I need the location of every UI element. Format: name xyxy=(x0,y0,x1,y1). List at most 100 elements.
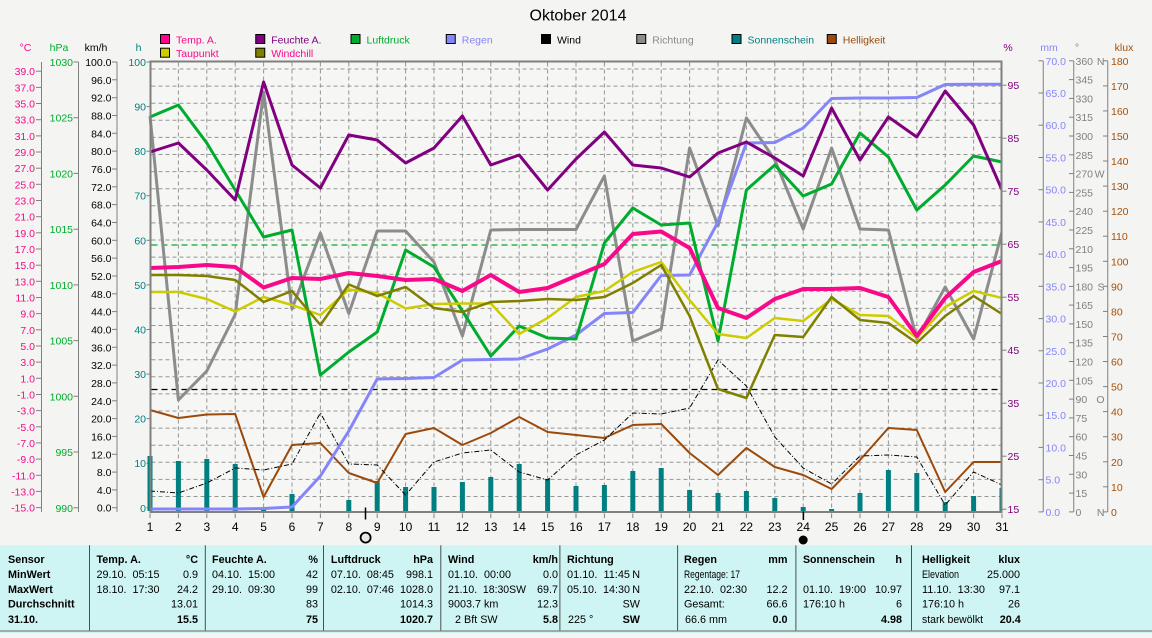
svg-text:22: 22 xyxy=(740,520,754,534)
svg-text:29.10. 09:30: 29.10. 09:30 xyxy=(212,584,275,596)
svg-text:37.0: 37.0 xyxy=(15,82,36,94)
svg-text:2: 2 xyxy=(175,520,182,534)
svg-text:75: 75 xyxy=(1008,186,1020,198)
svg-text:90: 90 xyxy=(1111,281,1123,293)
svg-text:140: 140 xyxy=(1111,156,1129,168)
svg-text:55.0: 55.0 xyxy=(1046,153,1067,165)
svg-text:0.0: 0.0 xyxy=(97,503,112,515)
svg-text:25.0: 25.0 xyxy=(1046,346,1067,358)
svg-text:3.0: 3.0 xyxy=(20,357,35,369)
svg-text:mm: mm xyxy=(768,554,787,566)
svg-text:50: 50 xyxy=(1111,382,1123,394)
svg-text:40: 40 xyxy=(1111,407,1123,419)
svg-text:-13.0: -13.0 xyxy=(11,486,35,498)
svg-text:1000: 1000 xyxy=(50,391,74,403)
svg-text:km/h: km/h xyxy=(533,554,558,566)
svg-text:N: N xyxy=(1097,507,1105,519)
svg-text:Luftdruck: Luftdruck xyxy=(331,554,382,566)
svg-text:176:10 h: 176:10 h xyxy=(803,599,845,611)
svg-text:31.10.: 31.10. xyxy=(8,614,38,626)
svg-text:-9.0: -9.0 xyxy=(17,454,35,466)
svg-text:Windchill: Windchill xyxy=(271,48,313,60)
svg-text:4.0: 4.0 xyxy=(97,485,112,497)
svg-text:SW: SW xyxy=(623,599,641,611)
svg-text:N: N xyxy=(632,584,640,596)
svg-text:90: 90 xyxy=(134,102,146,114)
svg-text:15.0: 15.0 xyxy=(1046,410,1067,422)
svg-text:Sonnenschein: Sonnenschein xyxy=(748,35,815,47)
svg-text:25: 25 xyxy=(825,520,839,534)
svg-text:28: 28 xyxy=(910,520,924,534)
svg-text:1.0: 1.0 xyxy=(20,373,35,385)
svg-text:%: % xyxy=(1003,42,1012,54)
svg-text:32.0: 32.0 xyxy=(91,360,112,372)
svg-text:Elevation: Elevation xyxy=(922,569,959,581)
svg-text:9.0: 9.0 xyxy=(20,309,35,321)
svg-text:Regen: Regen xyxy=(462,35,493,47)
svg-text:1005: 1005 xyxy=(50,336,74,348)
svg-text:24: 24 xyxy=(797,520,811,534)
svg-text:1: 1 xyxy=(147,520,154,534)
svg-text:5: 5 xyxy=(260,520,267,534)
svg-text:26: 26 xyxy=(853,520,867,534)
svg-text:29.0: 29.0 xyxy=(15,147,36,159)
svg-text:85: 85 xyxy=(1008,133,1020,145)
svg-text:19.0: 19.0 xyxy=(15,228,36,240)
svg-text:135: 135 xyxy=(1076,338,1094,350)
svg-text:Richtung: Richtung xyxy=(652,35,694,47)
svg-text:75: 75 xyxy=(1076,413,1088,425)
svg-text:225 °: 225 ° xyxy=(568,614,593,626)
svg-text:6: 6 xyxy=(289,520,296,534)
svg-text:31.0: 31.0 xyxy=(15,131,36,143)
svg-text:04.10. 15:00: 04.10. 15:00 xyxy=(212,569,275,581)
svg-text:40: 40 xyxy=(134,325,146,337)
svg-text:10: 10 xyxy=(1111,482,1123,494)
svg-text:20: 20 xyxy=(134,414,146,426)
svg-text:60: 60 xyxy=(134,235,146,247)
svg-text:7.0: 7.0 xyxy=(20,325,35,337)
svg-text:mm: mm xyxy=(1040,42,1058,54)
svg-text:210: 210 xyxy=(1076,244,1094,256)
svg-text:-11.0: -11.0 xyxy=(12,470,35,482)
svg-text:14: 14 xyxy=(513,520,527,534)
svg-text:360: 360 xyxy=(1076,56,1094,68)
svg-text:80: 80 xyxy=(1111,306,1123,318)
svg-text:15: 15 xyxy=(1008,504,1020,516)
svg-text:84.0: 84.0 xyxy=(91,128,112,140)
svg-text:100.0: 100.0 xyxy=(85,57,111,69)
svg-text:100: 100 xyxy=(1111,256,1129,268)
svg-text:km/h: km/h xyxy=(85,42,108,54)
svg-text:21: 21 xyxy=(711,520,725,534)
svg-text:64.0: 64.0 xyxy=(91,218,112,230)
svg-text:Luftdruck: Luftdruck xyxy=(367,35,411,47)
svg-text:30.0: 30.0 xyxy=(1046,314,1067,326)
svg-text:120: 120 xyxy=(1111,206,1129,218)
svg-text:99: 99 xyxy=(306,584,318,596)
svg-text:7: 7 xyxy=(317,520,324,534)
svg-text:40.0: 40.0 xyxy=(1046,249,1067,261)
svg-text:hPa: hPa xyxy=(50,42,69,54)
svg-text:klux: klux xyxy=(998,554,1020,566)
svg-text:10.97: 10.97 xyxy=(875,584,902,596)
svg-text:25.000: 25.000 xyxy=(987,569,1020,581)
svg-text:27: 27 xyxy=(882,520,896,534)
svg-text:23: 23 xyxy=(768,520,782,534)
svg-text:80.0: 80.0 xyxy=(91,146,112,158)
svg-text:66.6: 66.6 xyxy=(766,599,787,611)
svg-text:35: 35 xyxy=(1008,398,1020,410)
svg-text:60.0: 60.0 xyxy=(1046,120,1067,132)
svg-text:0.0: 0.0 xyxy=(1046,507,1061,519)
svg-text:Sensor: Sensor xyxy=(8,554,45,566)
svg-text:88.0: 88.0 xyxy=(91,111,112,123)
svg-text:25: 25 xyxy=(1008,451,1020,463)
svg-text:60: 60 xyxy=(1111,357,1123,369)
svg-text:56.0: 56.0 xyxy=(91,253,112,265)
svg-text:Regen: Regen xyxy=(684,554,717,566)
svg-text:0.9: 0.9 xyxy=(183,569,198,581)
svg-text:hPa: hPa xyxy=(413,554,434,566)
svg-text:h: h xyxy=(895,554,902,566)
svg-text:70.0: 70.0 xyxy=(1046,56,1067,68)
svg-text:0: 0 xyxy=(1111,507,1117,519)
svg-text:315: 315 xyxy=(1076,112,1094,124)
svg-text:13.0: 13.0 xyxy=(15,276,36,288)
